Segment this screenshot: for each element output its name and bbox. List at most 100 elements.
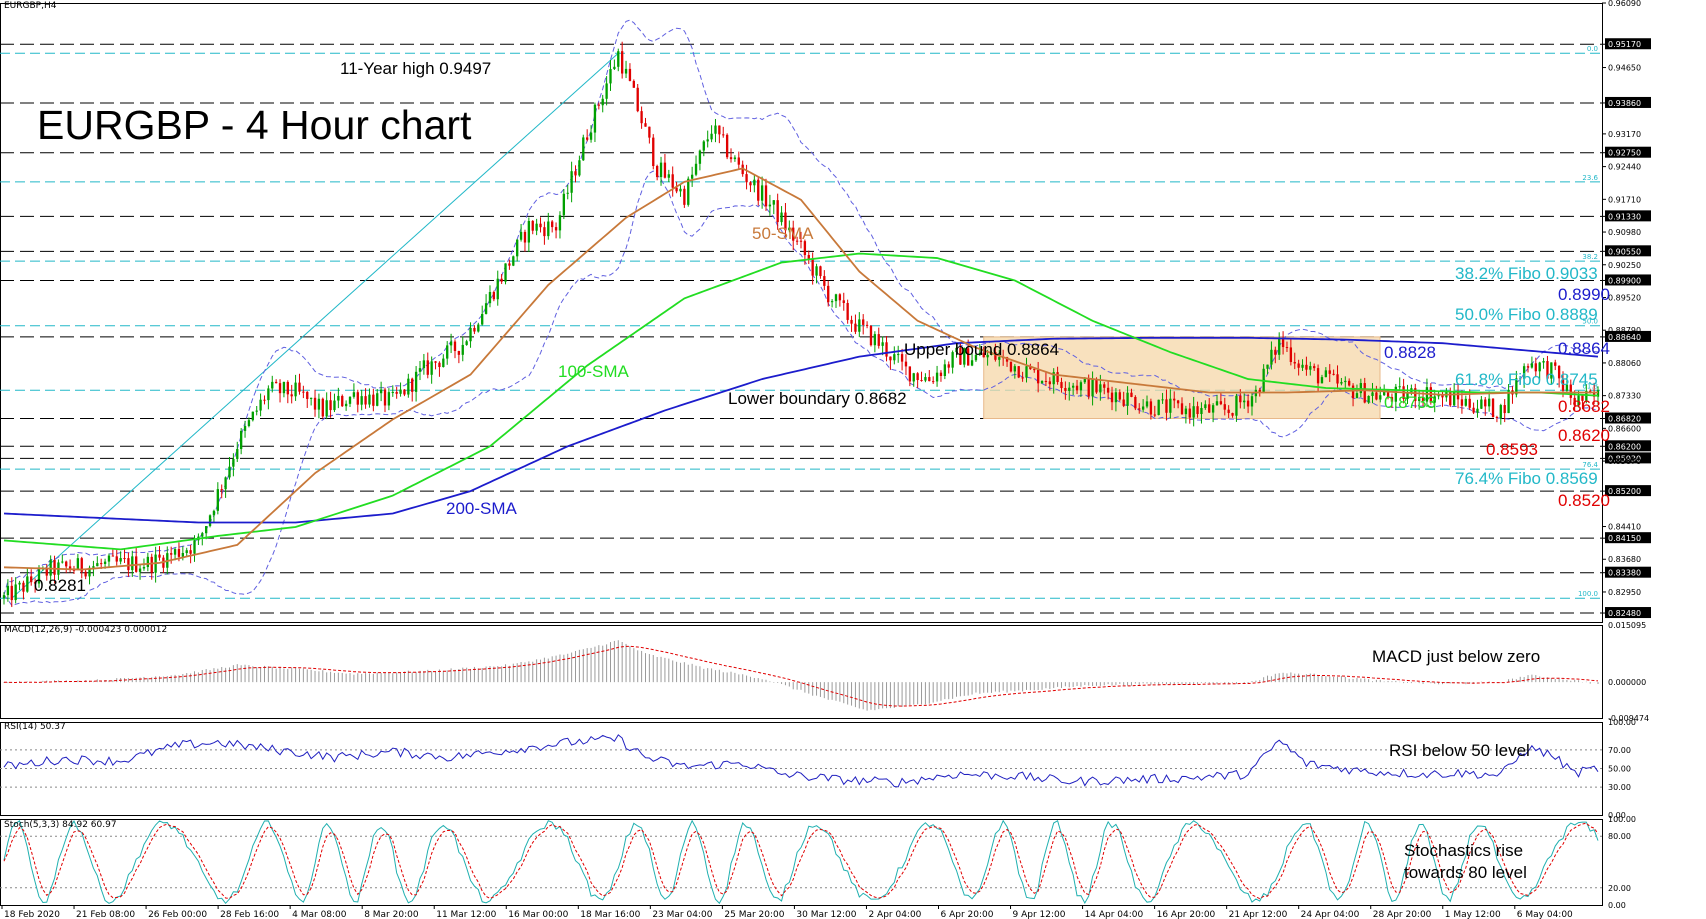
time-axis: 18 Feb 2020 21 Feb 08:00 26 Feb 00:00 28 Fe… — [2, 905, 1573, 919]
candle-body — [244, 426, 246, 431]
candle — [368, 388, 370, 407]
candle-body — [275, 382, 277, 383]
candle — [1465, 396, 1467, 407]
candle — [551, 220, 553, 232]
candle — [256, 406, 258, 415]
candle-body — [302, 392, 304, 393]
candle — [291, 385, 293, 403]
candle-body — [1270, 350, 1272, 365]
candle-body — [1177, 400, 1179, 403]
price-tag-label: 0.91330 — [1608, 212, 1641, 221]
candle — [61, 555, 63, 564]
candle-body — [1278, 338, 1280, 355]
stoch-label: Stoch(5,3,3) 84.92 60.97 — [4, 820, 117, 830]
candle-body — [745, 174, 747, 182]
candle-body — [695, 164, 697, 175]
candle — [310, 398, 312, 406]
candle-body — [361, 396, 363, 405]
candle-body — [1014, 366, 1016, 371]
candle — [738, 152, 740, 169]
candle-body — [1379, 395, 1381, 399]
candle — [936, 366, 938, 387]
candle-body — [1243, 401, 1245, 403]
candle-body — [364, 396, 366, 404]
candle — [108, 554, 110, 567]
candle-body — [1309, 366, 1311, 370]
candle — [454, 339, 456, 358]
candle-body — [489, 292, 491, 303]
candle-body — [559, 215, 561, 230]
candle-body — [1356, 393, 1358, 398]
candle — [885, 336, 887, 361]
candle-body — [672, 174, 674, 187]
price-tick-label: 0.91710 — [1608, 195, 1641, 204]
candle — [504, 263, 506, 284]
candle — [430, 356, 432, 383]
candle-body — [139, 569, 141, 572]
price-tick-label: 0.88060 — [1608, 359, 1641, 368]
candle-body — [123, 558, 125, 559]
candle-body — [1297, 363, 1299, 367]
price-tag-label: 0.93860 — [1608, 99, 1641, 108]
candle — [18, 581, 20, 590]
candle-body — [1049, 381, 1051, 384]
candle-body — [905, 362, 907, 367]
candle-body — [1329, 370, 1331, 373]
candle-body — [714, 126, 716, 134]
candle — [322, 398, 324, 419]
candle — [707, 131, 709, 148]
fibo-level-label: 23.6 — [1582, 174, 1598, 182]
candle-body — [1227, 410, 1229, 413]
candle-body — [1204, 404, 1206, 408]
candle-body — [827, 286, 829, 302]
candle-body — [916, 373, 918, 380]
candle-body — [189, 550, 191, 554]
candle — [718, 125, 720, 143]
candle-body — [329, 400, 331, 410]
candle-body — [753, 180, 755, 186]
candle-body — [691, 175, 693, 179]
candle-body — [1107, 388, 1109, 393]
candle-body — [858, 319, 860, 331]
time-tick-label: 6 Apr 20:00 — [940, 910, 993, 919]
candle — [532, 220, 534, 234]
annotation-8864: 0.8864 — [1558, 339, 1610, 359]
candle-body — [629, 69, 631, 81]
candle — [765, 179, 767, 211]
candle-body — [500, 279, 502, 282]
candle-body — [271, 382, 273, 389]
candle-body — [555, 227, 557, 230]
candle — [473, 325, 475, 334]
candle-body — [450, 342, 452, 346]
candle-body — [1091, 379, 1093, 396]
candle — [714, 119, 716, 142]
candle-body — [1457, 392, 1459, 399]
candle-body — [61, 562, 63, 563]
rsi-tick-label: 30.00 — [1608, 783, 1631, 792]
candle — [147, 553, 149, 571]
price-axis: 0.960900.951700.946500.938600.931700.927… — [1602, 0, 1651, 618]
candle-body — [240, 431, 242, 449]
candle-body — [1224, 404, 1226, 410]
candle-body — [205, 526, 207, 533]
annotation-8620: 0.8620 — [1558, 426, 1610, 446]
candle-body — [1173, 399, 1175, 401]
price-tag-label: 0.86820 — [1608, 415, 1641, 424]
candle-body — [683, 189, 685, 205]
candle-body — [1200, 408, 1202, 414]
candle — [920, 372, 922, 382]
candle — [543, 222, 545, 245]
candle — [901, 349, 903, 371]
candle-body — [1375, 392, 1377, 399]
price-tick-label: 0.96090 — [1608, 0, 1641, 8]
candle-body — [430, 361, 432, 374]
candle-body — [368, 395, 370, 405]
candle-body — [881, 342, 883, 346]
candle-body — [151, 557, 153, 573]
candle — [594, 103, 596, 142]
candle-body — [465, 341, 467, 345]
candle — [1496, 416, 1498, 422]
rsi-tick-label: 70.00 — [1608, 746, 1631, 755]
candle-body — [594, 105, 596, 133]
candle-body — [971, 360, 973, 365]
